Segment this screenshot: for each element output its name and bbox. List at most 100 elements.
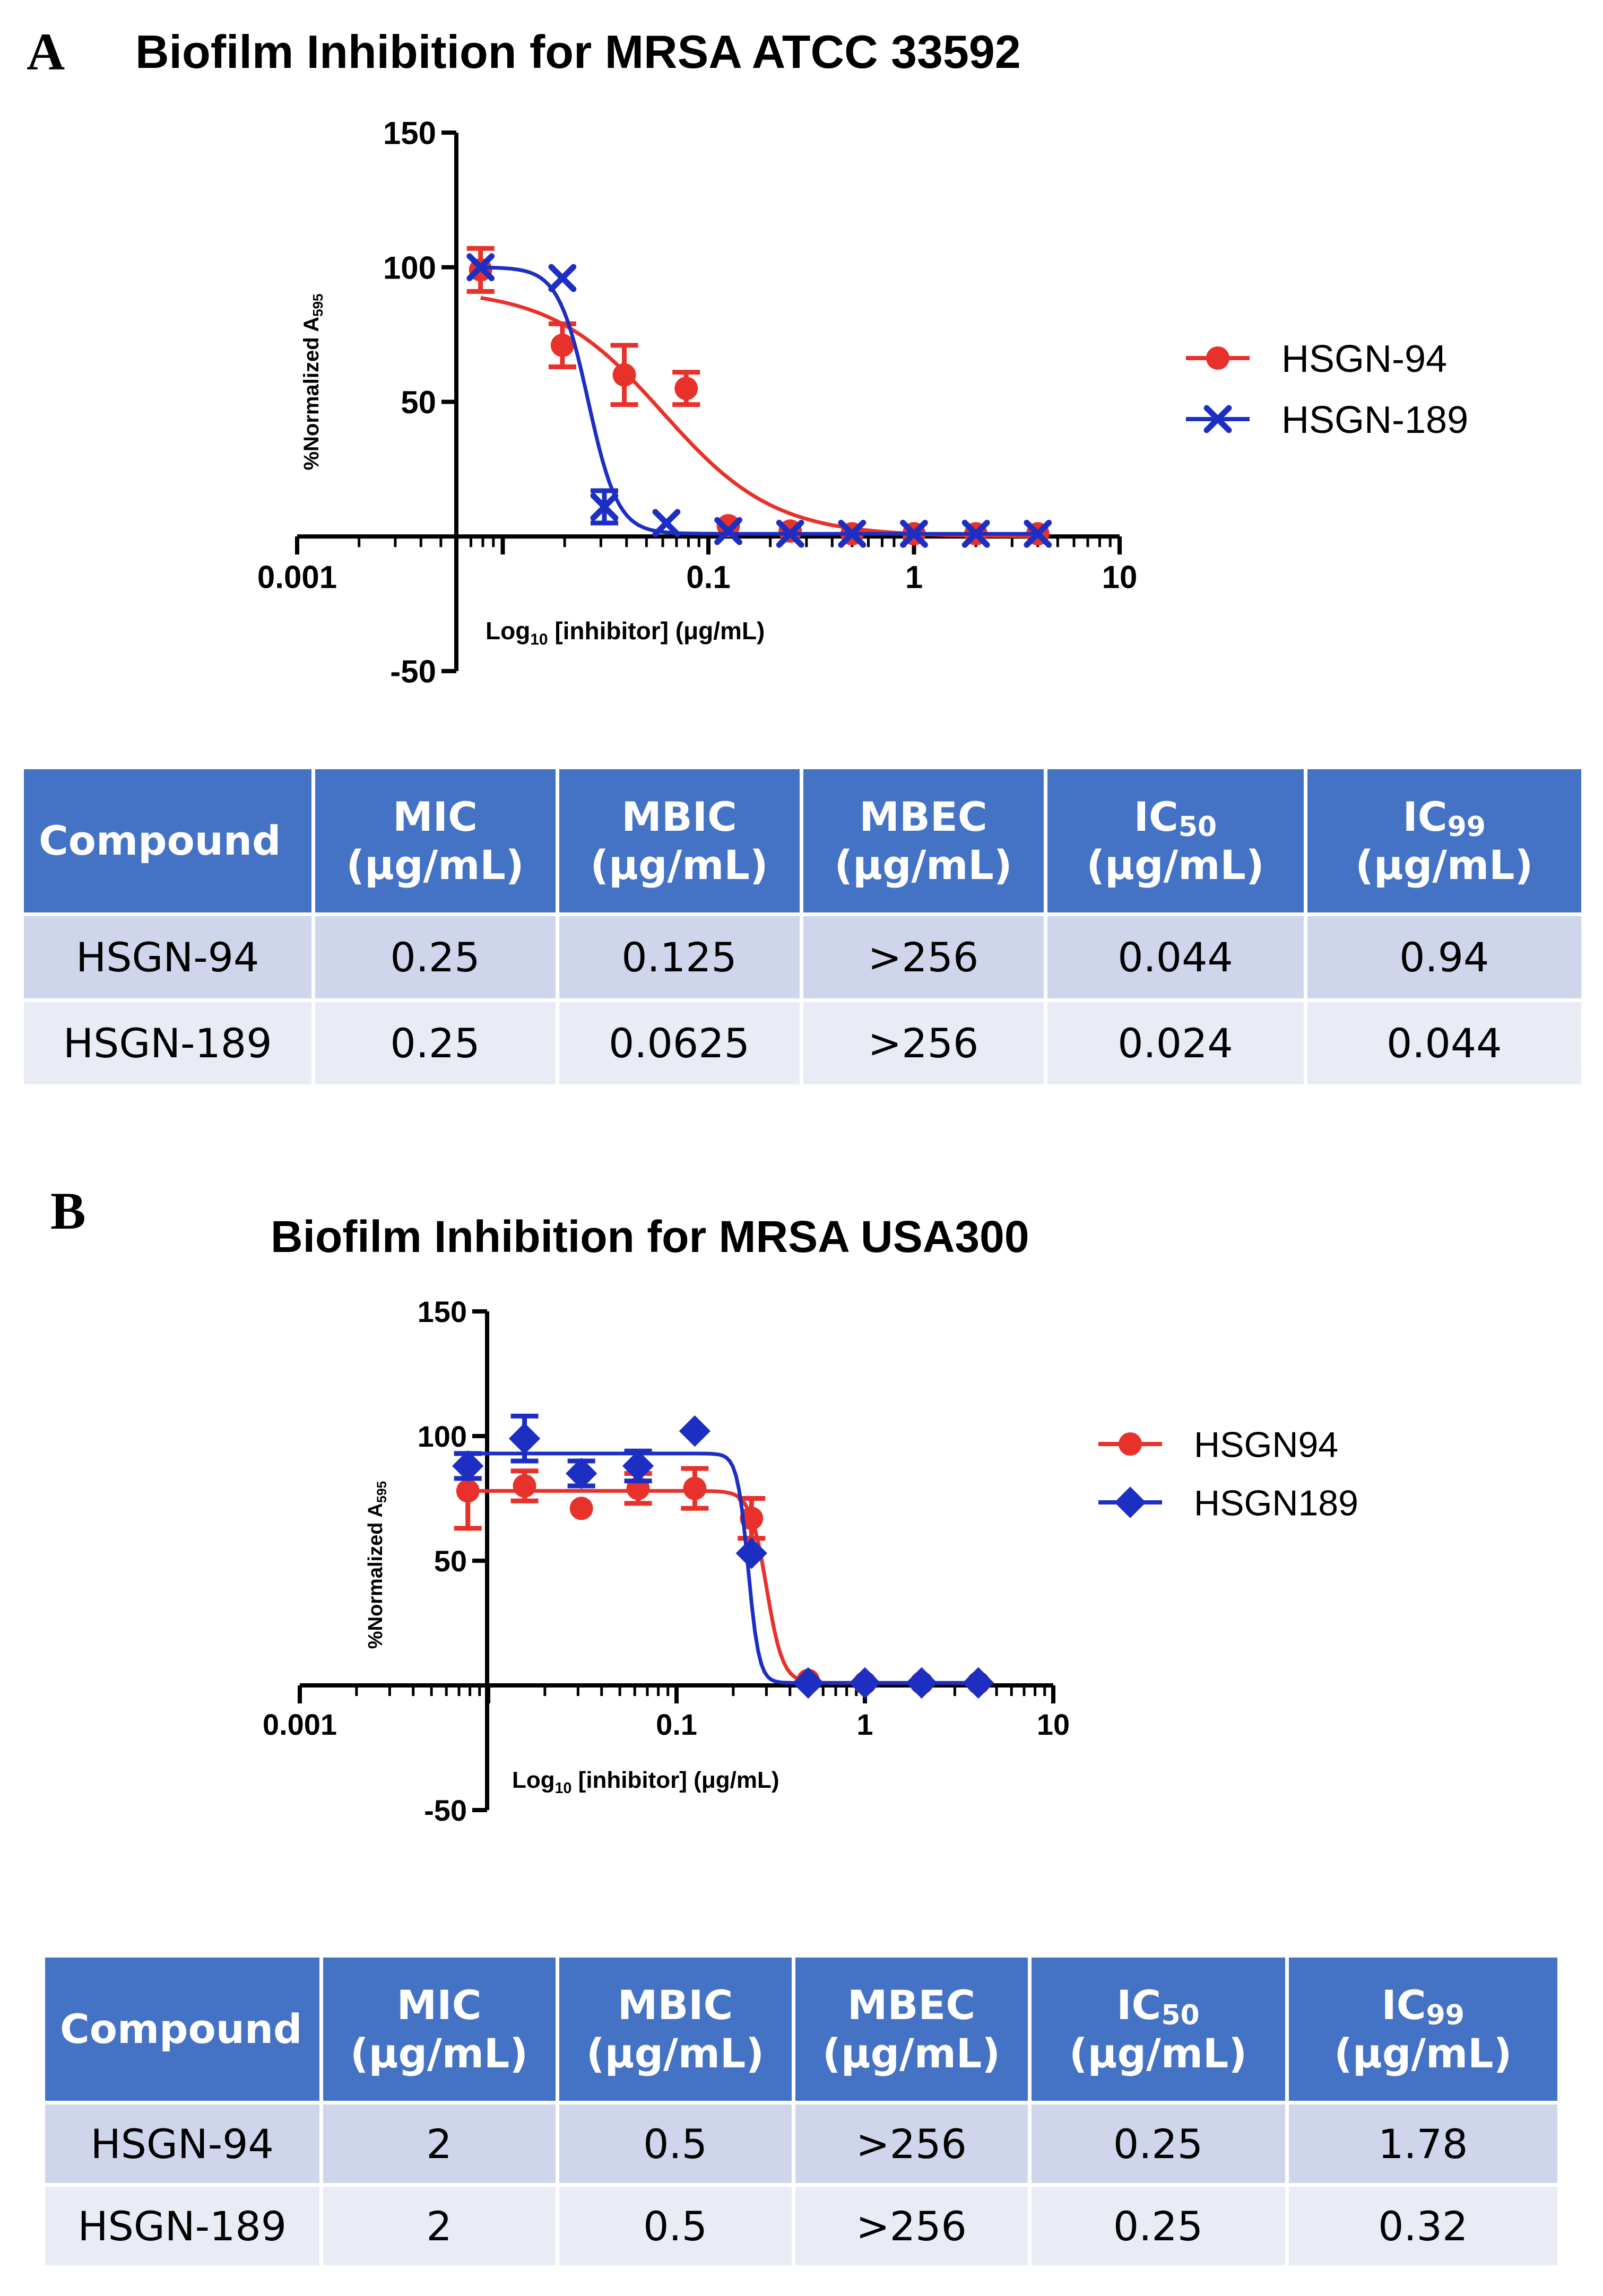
chart-b-data-point (683, 1476, 707, 1500)
chart-a-title: Biofilm Inhibition for MRSA ATCC 33592 (135, 25, 1021, 78)
table-cell: 0.5 (557, 2102, 795, 2187)
chart-b-data-point (792, 1667, 824, 1699)
chart-a-y-label-sub: 595 (310, 293, 326, 316)
chart-a-data-point (548, 264, 577, 292)
chart-b-y-tick-label: 50 (434, 1544, 467, 1578)
table-cell: 0.044 (1045, 914, 1307, 1002)
table-cell: >256 (801, 914, 1047, 1002)
table-a: Compound MIC (µg/mL) MBIC (µg/mL) MBEC (µg/… (24, 769, 1581, 1088)
chart-b-fit-curve (467, 1489, 978, 1685)
panel-b-letter: B (50, 1181, 86, 1240)
chart-a-data-point (612, 363, 636, 387)
chart-b-x-tick-label: 10 (1037, 1708, 1070, 1741)
table-cell: 1.78 (1287, 2102, 1557, 2187)
chart-a-y-tick-label: 100 (383, 250, 436, 285)
table-b-header: IC50 (µg/mL) (1029, 1958, 1289, 2104)
table-b-header-row: Compound MIC (µg/mL) MBIC (µg/mL) MBEC (µg/… (45, 1958, 1557, 2104)
chart-a-data-point (838, 519, 867, 548)
chart-a-y-label-main: %Normalized A (300, 317, 323, 471)
chart-a-data-point (590, 493, 619, 521)
table-cell: >256 (793, 2185, 1032, 2269)
table-cell: 0.25 (1029, 2102, 1289, 2187)
chart-b-fit-curve (467, 1451, 978, 1685)
chart-b-data-point (963, 1667, 994, 1699)
table-cell: 0.94 (1305, 914, 1581, 1002)
chart-a-legend-label: HSGN-94 (1281, 338, 1447, 380)
chart-a-x-label-sub: 10 (530, 631, 548, 648)
table-cell: 2 (321, 2185, 559, 2269)
chart-b-y-label-main: %Normalized A (365, 1503, 387, 1649)
chart-b-data-point (452, 1450, 484, 1482)
table-row: HSGN-94 0.25 0.125 >256 0.044 0.94 (24, 914, 1581, 1002)
chart-b-data-point (565, 1457, 597, 1490)
chart-b-x-tick-label: 0.1 (656, 1708, 697, 1741)
chart-b-data-point (456, 1479, 480, 1503)
chart-b-x-label: Log10 [inhibitor] (μg/mL) (512, 1767, 779, 1797)
chart-b-series-1 (452, 1413, 994, 1699)
chart-a-x-label: Log10 [inhibitor] (μg/mL) (486, 617, 765, 648)
chart-a-x-label-rest: [inhibitor] (μg/mL) (548, 617, 765, 645)
chart-a-data-point (652, 509, 681, 537)
table-cell: >256 (793, 2102, 1032, 2187)
chart-a-legend-marker (1203, 405, 1232, 433)
chart-a-data-point (714, 517, 742, 545)
table-cell: HSGN-189 (45, 2185, 323, 2269)
table-cell: 0.25 (313, 1000, 559, 1088)
table-cell: >256 (801, 1000, 1047, 1088)
chart-a-data-point (900, 519, 928, 548)
chart-b-y-label: %Normalized A595 (365, 1481, 389, 1649)
table-a-header: IC99 (µg/mL) (1305, 769, 1581, 916)
chart-b-data-point (679, 1415, 711, 1447)
chart-b-x-tick-label: 0.001 (263, 1708, 337, 1741)
chart-b-legend-marker (1119, 1432, 1142, 1456)
chart-b-data-point (906, 1667, 938, 1699)
table-cell: 0.044 (1305, 1000, 1581, 1088)
table-cell: 0.125 (557, 914, 803, 1002)
chart-b-y-tick-label: 150 (418, 1295, 467, 1328)
table-b-header: Compound (45, 1958, 323, 2104)
chart-a-legend-label: HSGN-189 (1281, 399, 1468, 441)
chart-a-data-point (1024, 519, 1052, 548)
table-b: Compound MIC (µg/mL) MBIC (µg/mL) MBEC (µg/… (45, 1958, 1557, 2269)
chart-b-title: Biofilm Inhibition for MRSA USA300 (271, 1212, 1029, 1262)
chart-a-y-tick-label: 150 (383, 116, 436, 151)
chart-b-x-label-sub: 10 (555, 1780, 572, 1797)
chart-a-data-point (466, 253, 495, 282)
table-a-header: IC50 (µg/mL) (1045, 769, 1307, 916)
chart-a-x-tick-label: 10 (1102, 559, 1138, 595)
chart-b-y-tick-label: -50 (424, 1794, 467, 1827)
chart-b-data-point (849, 1667, 881, 1699)
table-row: HSGN-189 2 0.5 >256 0.25 0.32 (45, 2185, 1557, 2269)
chart-a-fit-curve (480, 265, 1038, 536)
panel-a-letter: A (27, 22, 65, 81)
chart-a-x-label-main: Log (486, 617, 530, 645)
table-row: HSGN-189 0.25 0.0625 >256 0.024 0.044 (24, 1000, 1581, 1088)
table-cell: 0.25 (1029, 2185, 1289, 2269)
table-cell: HSGN-94 (45, 2102, 323, 2187)
table-cell: 0.024 (1045, 1000, 1307, 1088)
chart-b-data-point (735, 1537, 767, 1569)
chart-a-x-tick-label: 0.1 (686, 559, 730, 595)
chart-b-series-0 (454, 1451, 990, 1695)
chart-b-x-label-main: Log (512, 1767, 555, 1793)
chart-a-series-1 (466, 253, 1052, 548)
chart-a-y-label: %Normalized A595 (300, 293, 326, 470)
chart-a-data-point (716, 514, 740, 537)
chart-a-data-point (776, 519, 804, 548)
chart-b-data-point (569, 1497, 593, 1520)
table-b-header: IC99 (µg/mL) (1287, 1958, 1557, 2104)
table-a-header: MIC (µg/mL) (313, 769, 559, 916)
table-a-header: MBEC (µg/mL) (801, 769, 1047, 916)
chart-b-legend-label: HSGN189 (1194, 1483, 1358, 1523)
chart-a-data-point (550, 333, 574, 357)
table-cell: 0.25 (313, 914, 559, 1002)
chart-b: Biofilm Inhibition for MRSA USA300150100… (263, 1212, 1358, 1827)
chart-b-x-tick-label: 1 (856, 1708, 873, 1741)
chart-b-legend-marker (1114, 1486, 1146, 1518)
chart-b-y-tick-label: 100 (418, 1420, 467, 1453)
table-cell: 0.5 (557, 2185, 795, 2269)
table-cell: 2 (321, 2102, 559, 2187)
table-cell: HSGN-94 (24, 914, 315, 1002)
table-a-header: MBIC (µg/mL) (557, 769, 803, 916)
